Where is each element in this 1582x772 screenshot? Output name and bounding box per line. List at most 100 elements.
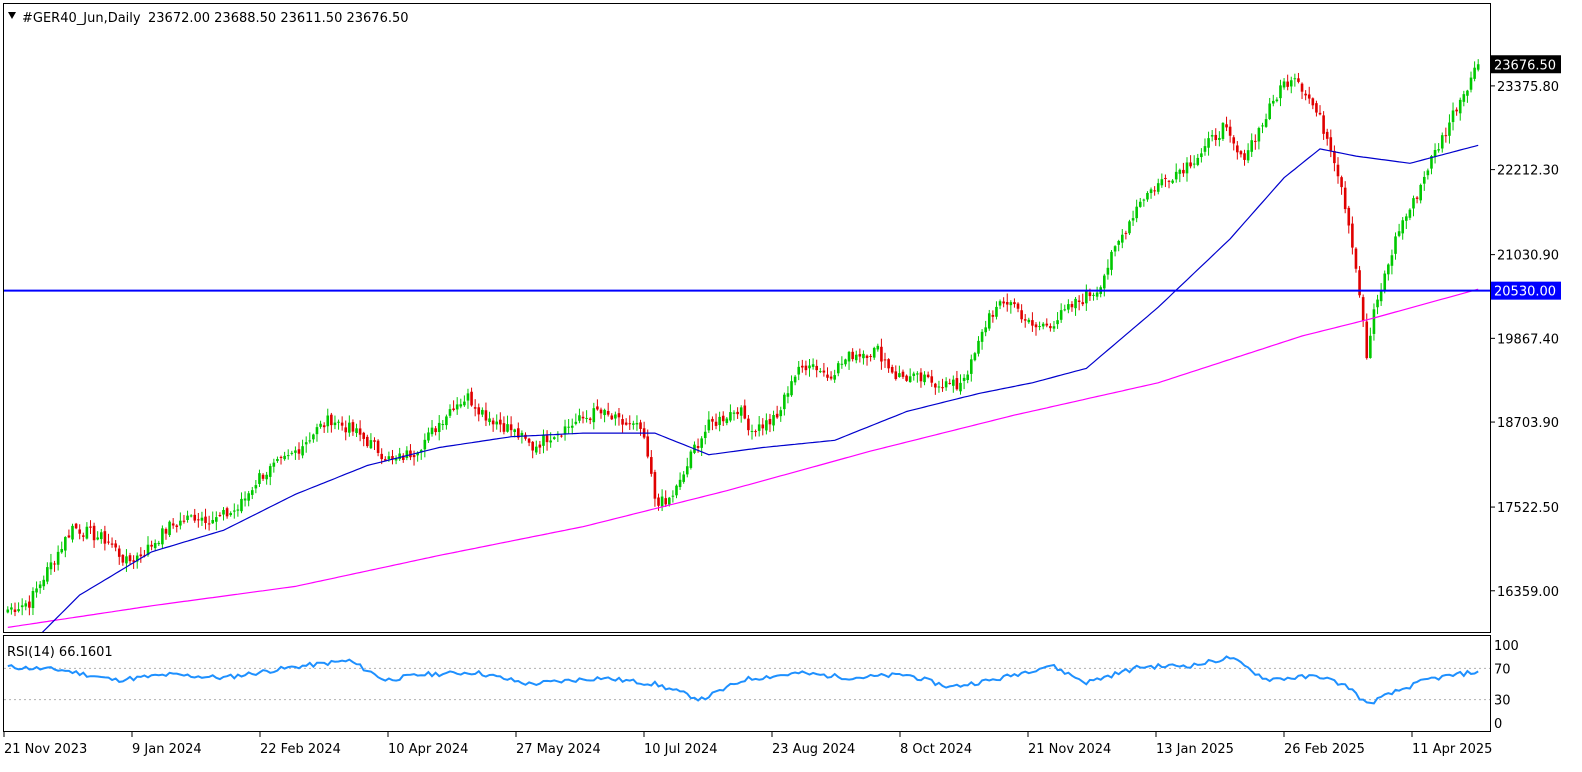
triangle-down-icon[interactable] xyxy=(8,12,16,19)
candle-body xyxy=(398,453,401,460)
candle-body xyxy=(851,351,854,360)
candle-body xyxy=(768,418,772,425)
candle-body xyxy=(908,376,912,383)
candle xyxy=(13,602,17,617)
candle-body xyxy=(1336,164,1340,177)
candle-body xyxy=(319,423,322,427)
time-tick-label: 11 Apr 2025 xyxy=(1412,742,1492,757)
candle-body xyxy=(779,410,783,417)
candle xyxy=(1333,145,1336,172)
candle-body xyxy=(283,455,286,460)
candle-body xyxy=(107,541,110,543)
candle xyxy=(182,514,186,524)
candle xyxy=(1041,322,1045,330)
candle xyxy=(319,420,322,429)
candle-body xyxy=(1005,302,1009,305)
candle xyxy=(308,432,312,444)
candle-body xyxy=(671,495,675,497)
candle-body xyxy=(495,421,499,425)
candle xyxy=(1322,111,1325,140)
candle xyxy=(1207,131,1210,156)
candle xyxy=(1343,181,1347,214)
candle xyxy=(556,431,560,442)
candle-body xyxy=(876,345,880,350)
candle xyxy=(1135,199,1138,223)
candle xyxy=(588,417,592,425)
candle-body xyxy=(1372,309,1376,334)
candle xyxy=(1002,297,1005,308)
candle-body xyxy=(1444,135,1448,137)
candle-body xyxy=(1142,199,1146,201)
candle xyxy=(1203,138,1207,156)
candle-body xyxy=(74,523,78,529)
candle xyxy=(1268,97,1271,121)
candle xyxy=(563,419,567,441)
candle xyxy=(340,416,344,431)
candle-body xyxy=(840,363,844,365)
candle-body xyxy=(60,548,64,553)
candle xyxy=(1387,263,1390,281)
candle xyxy=(725,416,729,426)
candle xyxy=(1419,183,1422,204)
candle xyxy=(290,450,294,456)
candle-body xyxy=(31,591,35,609)
candle xyxy=(64,536,67,558)
candle xyxy=(81,532,85,542)
candle-body xyxy=(466,393,470,401)
candle xyxy=(1243,149,1246,166)
candle-body xyxy=(959,382,962,392)
candle xyxy=(283,451,286,461)
candle xyxy=(822,362,826,377)
candle xyxy=(908,368,912,383)
candle-body xyxy=(628,423,632,425)
candle-body xyxy=(635,422,639,425)
candle-body xyxy=(818,371,822,373)
rsi-line xyxy=(7,655,1479,705)
candle xyxy=(243,491,247,507)
candle-body xyxy=(1361,297,1365,322)
candle xyxy=(409,444,412,461)
candle xyxy=(1297,72,1300,84)
candle-body xyxy=(502,423,506,432)
candle xyxy=(1124,230,1128,240)
candle-body xyxy=(682,474,685,482)
candle-body xyxy=(747,418,750,431)
candle xyxy=(1106,259,1110,280)
candle-body xyxy=(135,555,139,562)
candle-body xyxy=(279,456,283,458)
candle-body xyxy=(49,562,53,570)
candle-body xyxy=(894,371,898,380)
candle-body xyxy=(1189,162,1192,167)
candle-body xyxy=(973,353,977,361)
candle-body xyxy=(1408,209,1412,218)
candle xyxy=(1171,179,1174,185)
candle xyxy=(714,413,718,430)
candle-body xyxy=(1322,115,1325,134)
candle xyxy=(1142,198,1146,207)
candle xyxy=(926,371,930,379)
candle xyxy=(1271,94,1275,107)
candle-body xyxy=(862,353,865,359)
candle xyxy=(682,471,685,484)
candle xyxy=(1383,270,1387,294)
candle xyxy=(599,407,603,419)
candle-body xyxy=(265,474,268,480)
candle xyxy=(477,403,481,422)
candle xyxy=(887,358,890,373)
candle-body xyxy=(358,428,362,435)
candle-body xyxy=(930,376,934,383)
candle-body xyxy=(1246,150,1250,161)
candle-body xyxy=(1451,110,1455,123)
candle xyxy=(509,416,513,437)
candle-body xyxy=(1430,156,1433,169)
candle-body xyxy=(668,497,671,505)
candle xyxy=(499,412,502,433)
candle-body xyxy=(995,306,998,317)
candle-body xyxy=(117,548,121,557)
candle-body xyxy=(707,419,711,431)
candle-body xyxy=(182,520,186,522)
candle xyxy=(736,407,739,419)
price-tick-label: 23375.80 xyxy=(1497,80,1559,95)
